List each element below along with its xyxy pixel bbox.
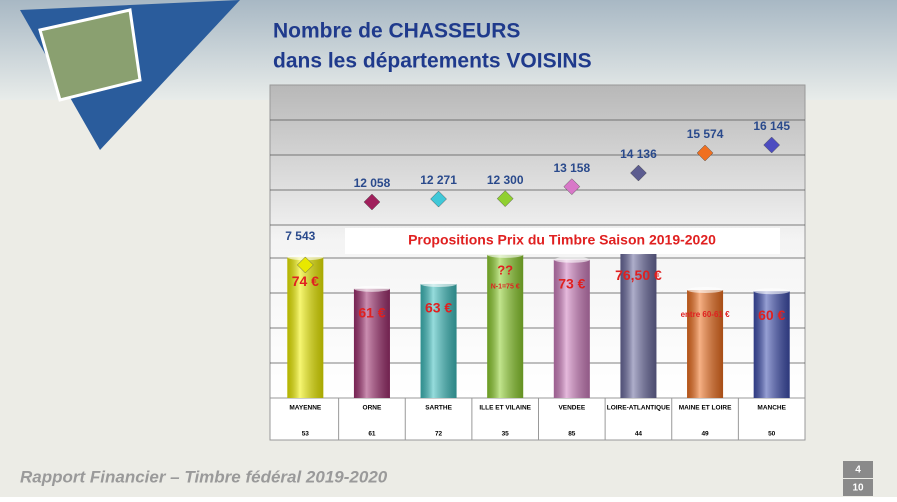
hunter-label: 15 574 <box>687 127 724 141</box>
annotation: Propositions Prix du Timbre Saison 2019-… <box>408 232 716 248</box>
hunter-label: 16 145 <box>753 119 790 133</box>
value-label: entre 60-61 € <box>681 310 730 319</box>
bar-cap <box>754 288 790 294</box>
hunter-label: 12 300 <box>487 173 524 187</box>
category-code: 53 <box>302 431 310 438</box>
x-tick-label: MANCHE <box>757 405 786 412</box>
bar-shine <box>687 290 723 398</box>
page-number: 4 <box>855 465 861 476</box>
hunter-label: 7 543 <box>285 229 315 243</box>
category-code: 85 <box>568 431 576 438</box>
hunter-label: 12 058 <box>354 176 391 190</box>
category-code: 72 <box>435 431 443 438</box>
hunter-label: 12 271 <box>420 173 457 187</box>
x-tick-label: LOIRE-ATLANTIQUE <box>607 405 671 412</box>
title-line: dans les départements VOISINS <box>273 50 592 73</box>
value-label: 60 € <box>758 307 785 323</box>
value-label: 63 € <box>425 300 452 316</box>
value-label: 76,50 € <box>615 267 662 283</box>
x-tick-label: ORNE <box>363 405 382 412</box>
value-label: 74 € <box>292 273 319 289</box>
hunter-label: 14 136 <box>620 147 657 161</box>
bar-cap <box>421 281 457 287</box>
bar-cap <box>687 287 723 293</box>
x-tick-label: MAYENNE <box>289 405 322 412</box>
title-line: Nombre de CHASSEURS <box>273 20 520 43</box>
category-code: 61 <box>368 431 376 438</box>
value-label: 61 € <box>358 305 385 321</box>
footer-text: Rapport Financier – Timbre fédéral 2019-… <box>20 467 388 486</box>
slide: Nombre de CHASSEURS dans les département… <box>0 0 897 497</box>
page-total: 10 <box>852 483 864 494</box>
hunter-label: 13 158 <box>553 161 590 175</box>
bar-cap <box>354 286 390 292</box>
value-label: N-1=75 € <box>491 284 520 291</box>
x-tick-label: VENDEE <box>558 405 585 412</box>
x-tick-label: ILLE ET VILAINE <box>479 405 531 412</box>
category-code: 49 <box>701 431 709 438</box>
value-label: ?? <box>497 262 513 277</box>
category-code: 35 <box>502 431 510 438</box>
value-label: 73 € <box>558 275 585 291</box>
bar-cap <box>554 257 590 263</box>
category-code: 44 <box>635 431 643 438</box>
x-tick-label: MAINE ET LOIRE <box>679 405 732 412</box>
x-tick-label: SARTHE <box>425 405 452 412</box>
category-code: 50 <box>768 431 776 438</box>
